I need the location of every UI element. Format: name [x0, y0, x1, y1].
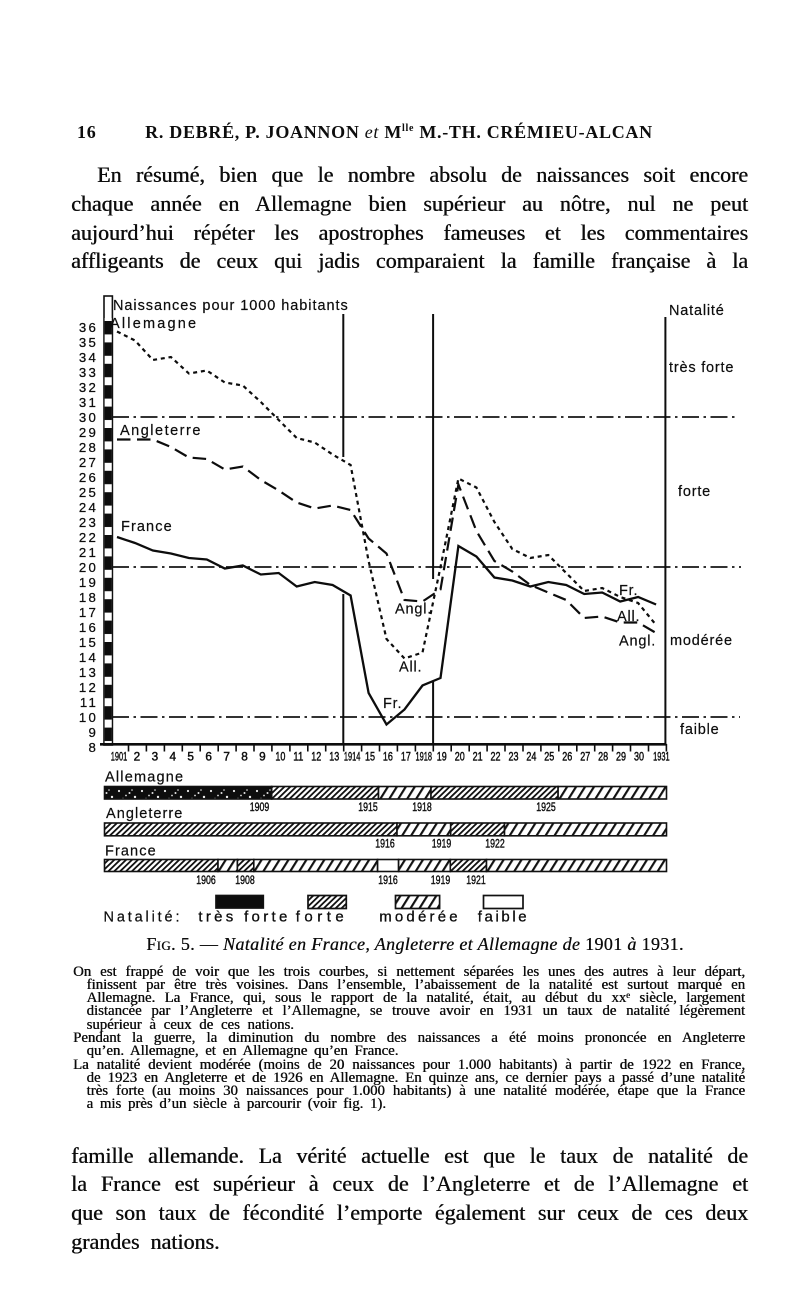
svg-text:7: 7 [223, 750, 230, 764]
svg-text:1925: 1925 [536, 800, 556, 814]
svg-text:11: 11 [293, 750, 303, 764]
svg-text:Allemagne: Allemagne [105, 770, 184, 786]
svg-text:21: 21 [79, 545, 98, 560]
svg-text:All.: All. [617, 609, 640, 625]
svg-text:modérée: modérée [379, 909, 461, 926]
svg-text:10: 10 [275, 750, 285, 764]
svg-text:13: 13 [329, 750, 339, 764]
svg-text:1906: 1906 [196, 873, 216, 887]
svg-text:1919: 1919 [431, 873, 451, 887]
svg-text:18: 18 [79, 590, 98, 605]
svg-text:5: 5 [187, 750, 194, 764]
svg-text:Natalité:: Natalité: [104, 910, 183, 926]
svg-text:1914: 1914 [344, 750, 361, 764]
svg-text:25: 25 [544, 750, 554, 764]
svg-text:31: 31 [79, 395, 98, 410]
svg-text:30: 30 [79, 410, 98, 425]
svg-text:16: 16 [79, 620, 98, 635]
svg-text:forte: forte [296, 909, 349, 926]
svg-text:29: 29 [616, 750, 626, 764]
svg-text:14: 14 [79, 650, 98, 665]
svg-text:9: 9 [88, 725, 98, 740]
svg-text:3: 3 [152, 750, 159, 764]
svg-text:29: 29 [79, 425, 98, 440]
svg-text:6: 6 [205, 750, 212, 764]
svg-text:20: 20 [79, 560, 98, 575]
svg-text:28: 28 [598, 750, 608, 764]
svg-text:10: 10 [79, 710, 98, 725]
svg-text:Angl.: Angl. [619, 634, 656, 650]
svg-text:1921: 1921 [466, 873, 486, 887]
svg-text:faible: faible [680, 722, 719, 738]
svg-text:19: 19 [437, 750, 447, 764]
svg-text:17: 17 [79, 605, 98, 620]
svg-text:20: 20 [455, 750, 465, 764]
svg-text:1922: 1922 [485, 837, 505, 851]
svg-text:32: 32 [79, 380, 98, 395]
svg-text:1931: 1931 [653, 750, 670, 764]
svg-text:forte: forte [678, 484, 711, 500]
svg-text:Naissances pour 1000 habitants: Naissances pour 1000 habitants [113, 298, 349, 314]
svg-text:33: 33 [79, 365, 98, 380]
svg-text:Natalité: Natalité [669, 303, 725, 319]
svg-text:16: 16 [383, 750, 393, 764]
svg-text:très forte: très forte [669, 360, 734, 376]
svg-text:9: 9 [259, 750, 266, 764]
svg-text:35: 35 [79, 335, 98, 350]
svg-text:12: 12 [79, 680, 98, 695]
svg-text:27: 27 [580, 750, 590, 764]
svg-text:23: 23 [79, 515, 98, 530]
svg-text:Fr.: Fr. [619, 583, 638, 599]
svg-text:15: 15 [365, 750, 375, 764]
svg-text:1916: 1916 [375, 837, 395, 851]
svg-text:2: 2 [134, 750, 141, 764]
svg-text:27: 27 [79, 455, 98, 470]
svg-text:1919: 1919 [432, 837, 452, 851]
svg-text:22: 22 [491, 750, 501, 764]
svg-text:faible: faible [478, 909, 529, 926]
svg-text:1915: 1915 [358, 800, 378, 814]
svg-text:13: 13 [79, 665, 98, 680]
svg-text:17: 17 [401, 750, 411, 764]
svg-text:21: 21 [473, 750, 483, 764]
svg-text:1918: 1918 [412, 800, 432, 814]
svg-text:France: France [121, 519, 173, 535]
svg-text:11: 11 [80, 695, 98, 710]
svg-text:Allemagne: Allemagne [110, 316, 198, 332]
svg-text:Fr.: Fr. [383, 696, 402, 712]
svg-text:1909: 1909 [250, 800, 270, 814]
svg-text:très forte: très forte [198, 909, 290, 926]
svg-text:23: 23 [509, 750, 519, 764]
svg-text:4: 4 [170, 750, 177, 764]
svg-text:26: 26 [79, 470, 98, 485]
svg-text:28: 28 [79, 440, 98, 455]
svg-text:1918: 1918 [416, 750, 433, 764]
svg-text:34: 34 [79, 350, 98, 365]
svg-text:8: 8 [88, 740, 98, 755]
svg-text:Angleterre: Angleterre [106, 806, 183, 822]
svg-text:modérée: modérée [670, 633, 733, 649]
svg-text:Angleterre: Angleterre [120, 423, 202, 439]
svg-text:19: 19 [79, 575, 98, 590]
svg-text:All.: All. [399, 660, 422, 676]
svg-text:22: 22 [79, 530, 98, 545]
svg-text:8: 8 [241, 750, 248, 764]
svg-text:24: 24 [526, 750, 536, 764]
svg-text:30: 30 [634, 750, 644, 764]
svg-text:12: 12 [311, 750, 321, 764]
svg-text:1908: 1908 [235, 873, 255, 887]
svg-text:24: 24 [79, 500, 98, 515]
svg-text:France: France [105, 844, 157, 860]
svg-text:36: 36 [79, 320, 98, 335]
svg-text:1901: 1901 [111, 750, 128, 764]
svg-text:1916: 1916 [378, 873, 398, 887]
svg-text:26: 26 [562, 750, 572, 764]
svg-text:Angl.: Angl. [395, 602, 432, 618]
svg-text:15: 15 [79, 635, 98, 650]
svg-text:25: 25 [79, 485, 98, 500]
